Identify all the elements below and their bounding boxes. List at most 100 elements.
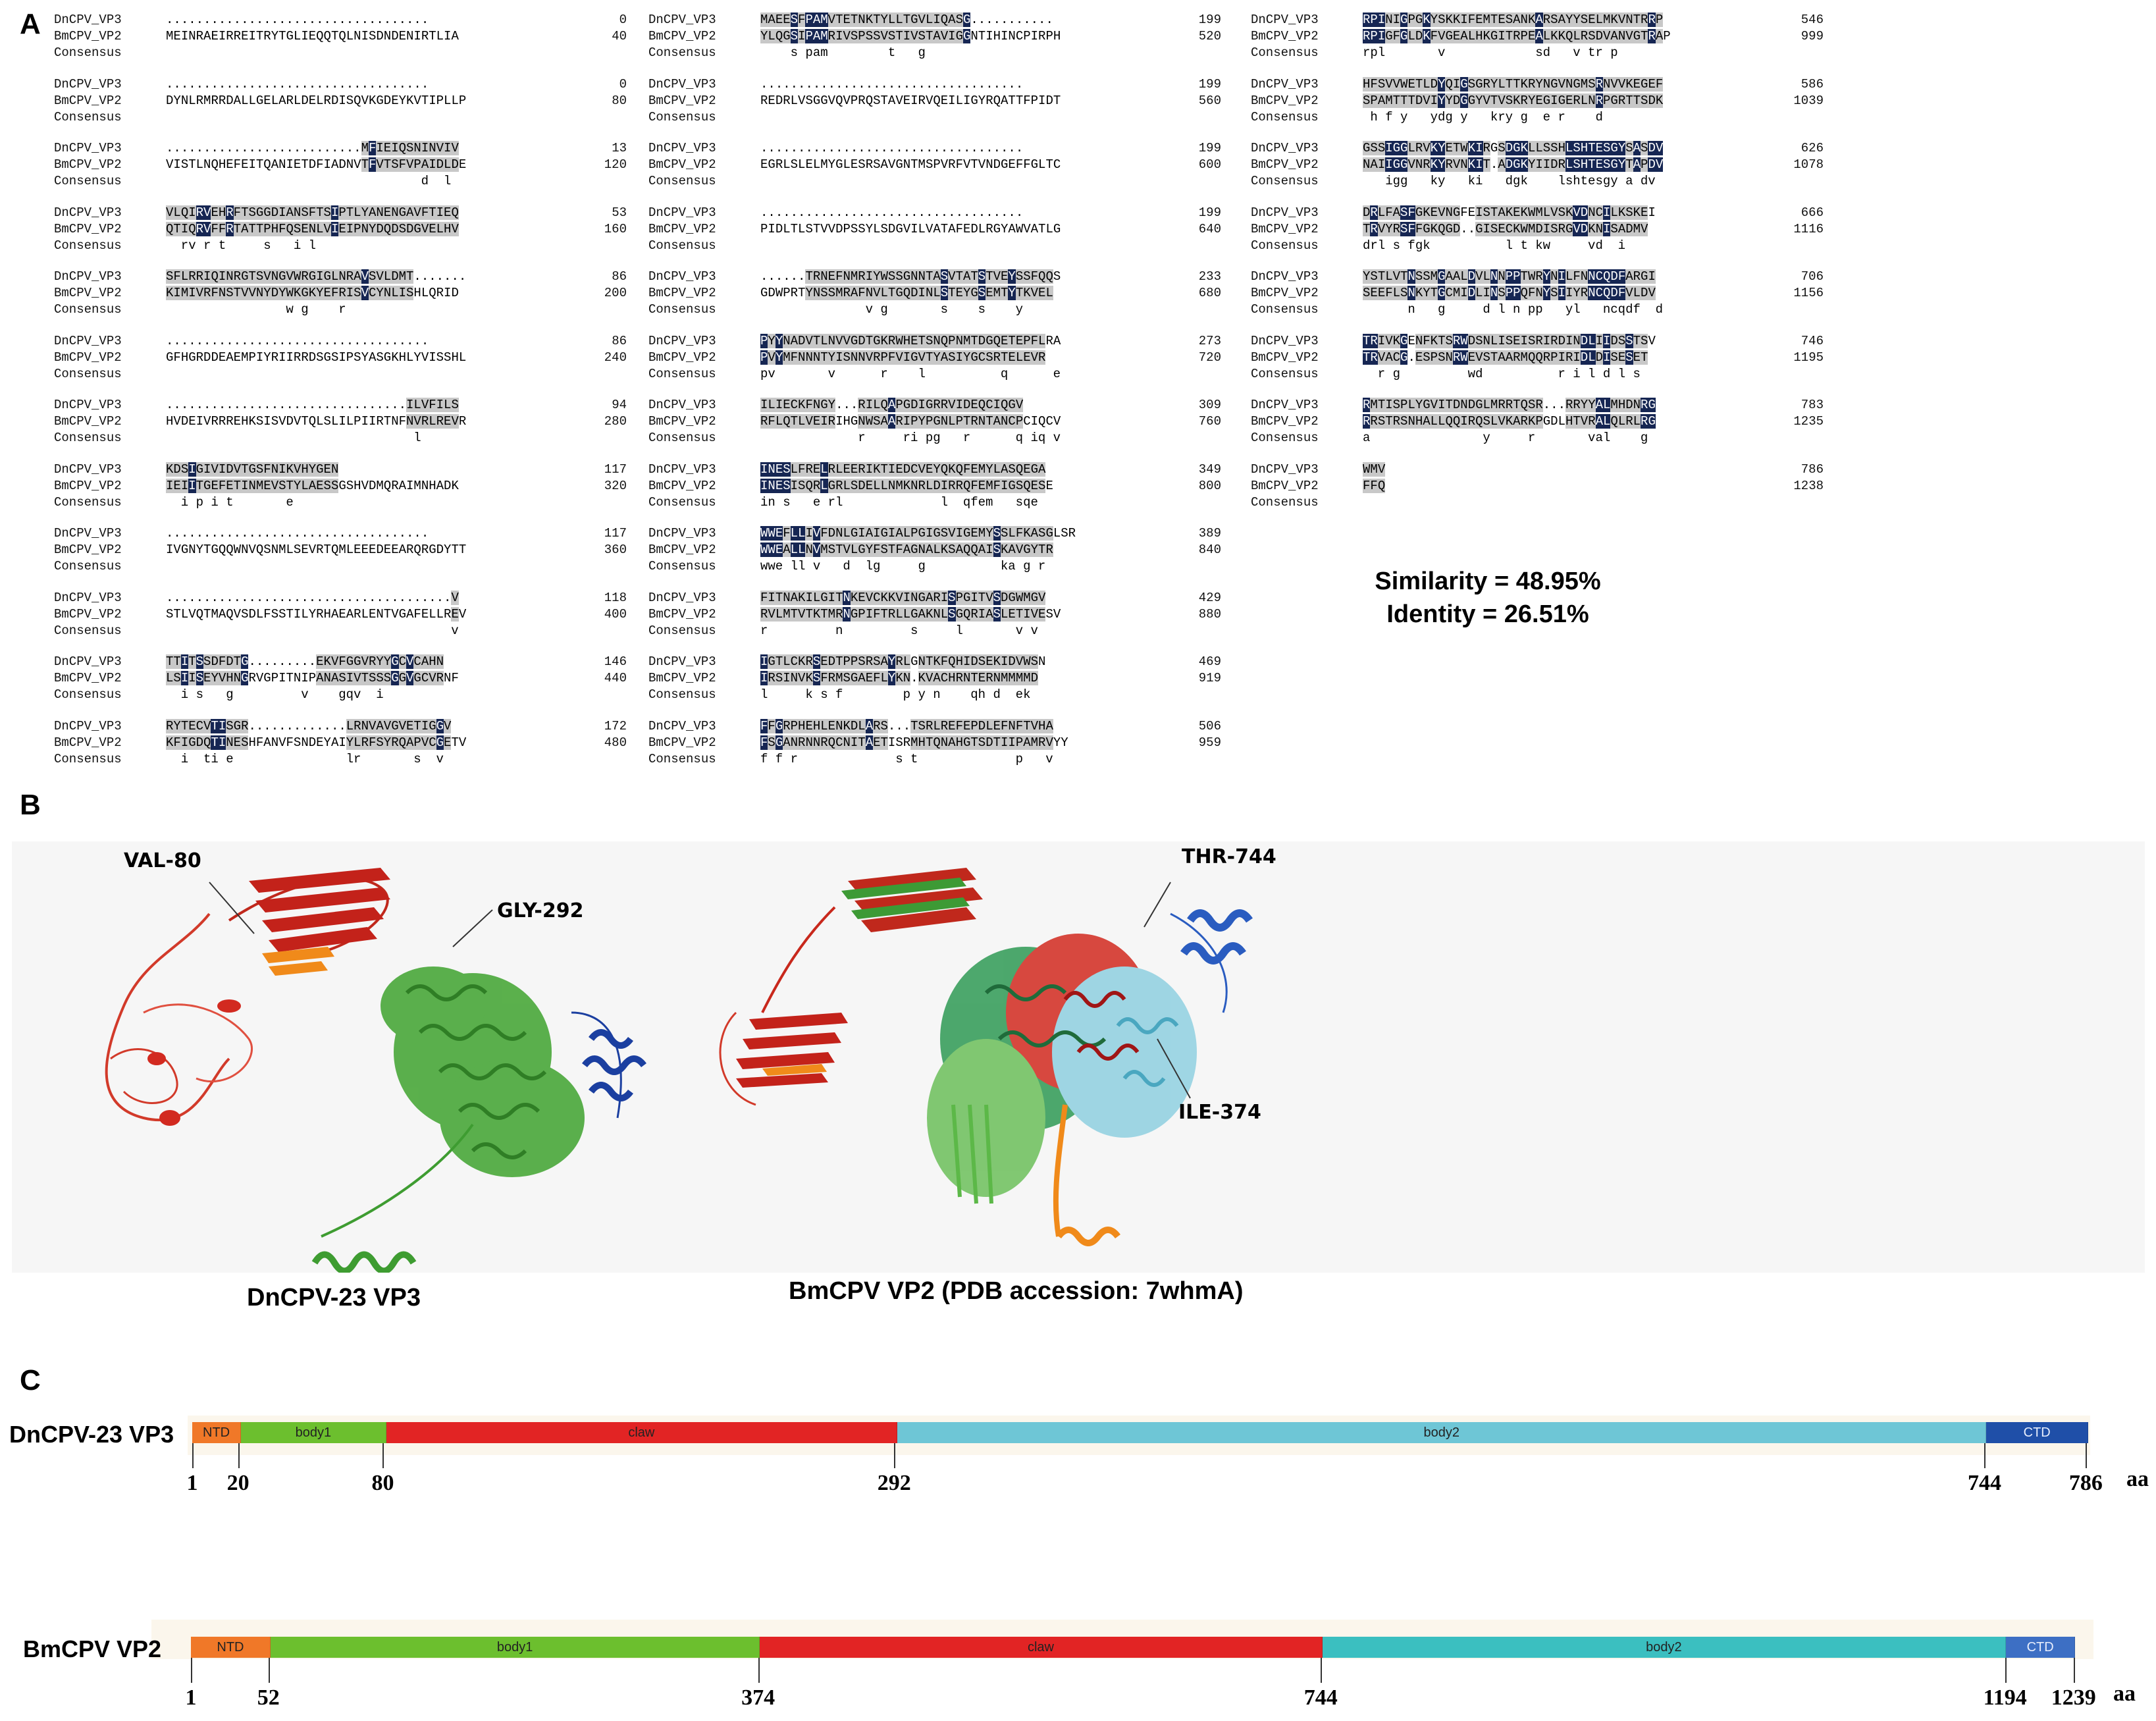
alignment-row: Consensus l <box>54 430 627 446</box>
alignment-block: DnCPV_VP3 MAEESFPAMVTETNKTYLLTGVLIQASG...… <box>648 12 1221 61</box>
residue-position: 706 <box>1801 269 1824 284</box>
alignment-block: DnCPV_VP3 PYYNADVTLNVVGDTGKRWHETSNQPNMTDG… <box>648 333 1221 383</box>
sequence-residues: ..........................MFIEIQSNINVIV <box>166 141 459 155</box>
domain-bar: NTD body1 claw body2 CTD <box>191 1637 2075 1658</box>
sequence-name: Consensus <box>1251 431 1319 445</box>
sequence-name: DnCPV_VP3 <box>648 13 716 27</box>
sequence-name: DnCPV_VP3 <box>54 205 122 220</box>
alignment-block: DnCPV_VP3 HFSVVWETLDYQIGSGRYLTTKRYNGVNGMS… <box>1251 76 1824 126</box>
residue-position: 959 <box>1198 735 1221 750</box>
sequence-name: DnCPV_VP3 <box>1251 398 1319 412</box>
alignment-block: DnCPV_VP3 TTITSSDFDTG.........EKVFGGVRYYG… <box>54 654 627 703</box>
sequence-residues: RVLMTVTKTMRNGPIFTRLLGAKNLSGQRIASLETIVESV <box>760 606 1061 622</box>
sequence-name: Consensus <box>648 687 716 702</box>
alignment-block: DnCPV_VP3 ILIECKFNGY...RILQAPGDIGRRVIDEQC… <box>648 397 1221 446</box>
sequence-residues: ................................... <box>166 333 429 348</box>
alignment-block: DnCPV_VP3 ......TRNEFNMRIYWSSGNNTASVTATST… <box>648 269 1221 318</box>
sequence-name: BmCPV_VP2 <box>54 543 122 557</box>
residue-position: 880 <box>1198 606 1221 622</box>
alignment-block: DnCPV_VP3 FITNAKILGITNKEVCKKVINGARISPGITV… <box>648 590 1221 639</box>
alignment-row: BmCPV_VP2 LSIISEYVHNGRVGPITNIPANASIVTSSSG… <box>54 670 627 687</box>
sequence-residues: GDWPRTYNSSMRAFNVLTGQDINLSTEYGSEMTYTKVEL <box>760 286 1053 300</box>
residue-position: 172 <box>604 718 627 733</box>
residue-position: 13 <box>612 141 627 155</box>
residue-position: 786 <box>1801 462 1824 477</box>
position-label: 1 <box>185 1685 197 1710</box>
sequence-name: DnCPV_VP3 <box>648 76 716 92</box>
consensus-sequence: drl s fgk l t kw vd i <box>1363 238 1626 253</box>
alignment-row: DnCPV_VP3 KDSIGIVIDVTGSFNIKVHYGEN 117 <box>54 462 627 478</box>
sequence-residues: YLQGSIPAMRIVSPSSVSTIVSTAVIGGNTIHINCPIRPH <box>760 29 1061 43</box>
sequence-name: DnCPV_VP3 <box>648 654 716 669</box>
domain-claw: claw <box>760 1637 1323 1658</box>
alignment-row: DnCPV_VP3 RYTECVTISGR.............LRNVAVG… <box>54 718 627 735</box>
sequence-name: BmCPV_VP2 <box>54 221 122 236</box>
residue-position: 389 <box>1198 526 1221 541</box>
sequence-residues: WWEALLNVMSTVLGYFSTFAGNALKSAQQAISKAVGYTR <box>760 543 1053 557</box>
sequence-name: BmCPV_VP2 <box>648 93 716 108</box>
alignment-row: BmCPV_VP2 STLVQTMAQVSDLFSSTILYRHAEARLENTV… <box>54 606 627 623</box>
unit-label: aa <box>2113 1681 2136 1706</box>
alignment-row: BmCPV_VP2 INESISQRLGRLSDELLNMKNRLDIRRQFEM… <box>648 478 1221 494</box>
similarity-text: Similarity = 48.95% <box>1375 568 1601 595</box>
position-tick <box>192 1443 194 1468</box>
sequence-name: DnCPV_VP3 <box>54 141 122 155</box>
residue-position: 280 <box>604 414 627 429</box>
alignment-row: Consensus rv r t s i l <box>54 238 627 254</box>
alignment-row: DnCPV_VP3...............................… <box>648 76 1221 93</box>
sequence-name: BmCPV_VP2 <box>648 286 716 300</box>
alignment-row: Consensus s pam t g <box>648 45 1221 61</box>
residue-position: 86 <box>612 333 627 348</box>
alignment-block: DnCPV_VP3...............................… <box>54 333 627 383</box>
alignment-row: BmCPV_VP2 PVYMFNNNTYISNNVRPFVIGVTYASIYGCS… <box>648 350 1221 366</box>
position-label: 20 <box>226 1471 250 1495</box>
alignment-row: DnCPV_VP3...............................… <box>648 140 1221 157</box>
sequence-name: DnCPV_VP3 <box>1251 269 1319 284</box>
sequence-name: DnCPV_VP3 <box>54 718 122 733</box>
residue-position: 320 <box>604 478 627 493</box>
sequence-name: BmCPV_VP2 <box>1251 29 1319 43</box>
position-tick <box>894 1443 896 1468</box>
sequence-residues: KIMIVRFNSTVVNYDYWKGKYEFRISVCYNLISHLQRID <box>166 286 459 300</box>
sequence-residues: WMV <box>1363 462 1386 477</box>
alignment-row: DnCPV_VP3...............................… <box>648 205 1221 221</box>
alignment-row: Consensus i ti e lr s v <box>54 751 627 768</box>
sequence-name: Consensus <box>1251 174 1319 188</box>
alignment-row: Consensus r n s l v v <box>648 623 1221 639</box>
consensus-sequence: s pam t g <box>760 45 926 60</box>
sequence-residues: ................................... <box>760 205 1024 220</box>
position-tick <box>758 1658 760 1683</box>
sequence-residues: INESISQRLGRLSDELLNMKNRLDIRRQFEMFIGSQESE <box>760 478 1053 493</box>
alignment-row: Consensus igg ky ki dgk lshtesgy a dv <box>1251 173 1824 190</box>
sequence-name: Consensus <box>54 366 122 381</box>
sequence-name: DnCPV_VP3 <box>54 333 122 348</box>
sequence-name: BmCPV_VP2 <box>1251 350 1319 365</box>
sequence-residues: IGTLCKRSEDTPPSRSAYRLGNTKFQHIDSEKIDVWSN <box>760 654 1046 669</box>
sequence-residues: ................................... <box>166 13 429 27</box>
sequence-name: Consensus <box>1251 366 1319 381</box>
alignment-block: DnCPV_VP3 TRIVKGENFKTSRWDSNLISEISRIRDINDL… <box>1251 333 1824 383</box>
alignment-row: Consensus h f y ydg y kry g e r d <box>1251 109 1824 126</box>
consensus-sequence: f f r s t p v <box>760 751 1053 766</box>
position-label: 744 <box>1303 1685 1338 1710</box>
domain-claw: claw <box>386 1422 898 1443</box>
alignment-row: BmCPV_VP2 IEIITGEFETINMEVSTYLAESSGSHVDMQR… <box>54 478 627 494</box>
sequence-residues: KDSIGIVIDVTGSFNIKVHYGEN <box>166 462 339 477</box>
sequence-residues: RPINIGPGKYSKKIFEMTESANKARSAYYSELMKVNTRRP <box>1363 13 1664 27</box>
residue-position: 746 <box>1801 333 1824 348</box>
residue-position: 506 <box>1198 718 1221 733</box>
residue-position: 1238 <box>1793 478 1824 493</box>
sequence-name: BmCPV_VP2 <box>54 93 122 108</box>
sequence-name: DnCPV_VP3 <box>54 526 122 541</box>
sequence-name: Consensus <box>1251 302 1319 317</box>
sequence-name: DnCPV_VP3 <box>54 462 122 477</box>
position-tick <box>2086 1443 2088 1468</box>
residue-position: 199 <box>1198 205 1221 220</box>
consensus-sequence: rpl v sd v tr p <box>1363 45 1618 60</box>
sequence-name: Consensus <box>1251 238 1319 253</box>
protein-structures <box>105 868 1253 1273</box>
alignment-row: DnCPV_VP3...............................… <box>54 76 627 93</box>
residue-position: 273 <box>1198 333 1221 348</box>
consensus-sequence: in s e rl l qfem sqe <box>760 494 1038 510</box>
domain-ctd: CTD <box>2006 1637 2075 1658</box>
